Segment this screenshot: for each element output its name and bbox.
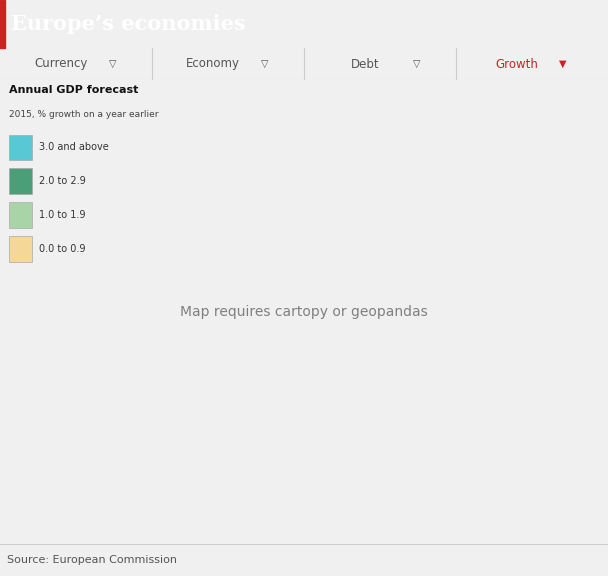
Bar [0, 0, 5, 48]
Text: 3.0 and above: 3.0 and above [39, 142, 109, 152]
Bar [9, 236, 32, 262]
Text: Map requires cartopy or geopandas: Map requires cartopy or geopandas [180, 305, 428, 319]
Text: 2.0 to 2.9: 2.0 to 2.9 [39, 176, 86, 186]
Bar [9, 135, 32, 160]
Text: Debt: Debt [350, 58, 379, 70]
Text: 0.0 to 0.9: 0.0 to 0.9 [39, 244, 85, 254]
Bar [9, 168, 32, 194]
Text: Growth: Growth [496, 58, 538, 70]
Text: Source: European Commission: Source: European Commission [7, 555, 178, 565]
Bar [9, 202, 32, 228]
Text: Annual GDP forecast: Annual GDP forecast [9, 85, 139, 94]
Text: Currency: Currency [34, 58, 88, 70]
Text: Europe’s economies: Europe’s economies [11, 14, 246, 34]
Text: 1.0 to 1.9: 1.0 to 1.9 [39, 210, 85, 220]
Text: ▽: ▽ [109, 59, 116, 69]
Text: Economy: Economy [186, 58, 240, 70]
Text: ▽: ▽ [261, 59, 268, 69]
Text: 2015, % growth on a year earlier: 2015, % growth on a year earlier [9, 110, 159, 119]
Text: ▼: ▼ [559, 59, 566, 69]
Text: ▽: ▽ [413, 59, 420, 69]
